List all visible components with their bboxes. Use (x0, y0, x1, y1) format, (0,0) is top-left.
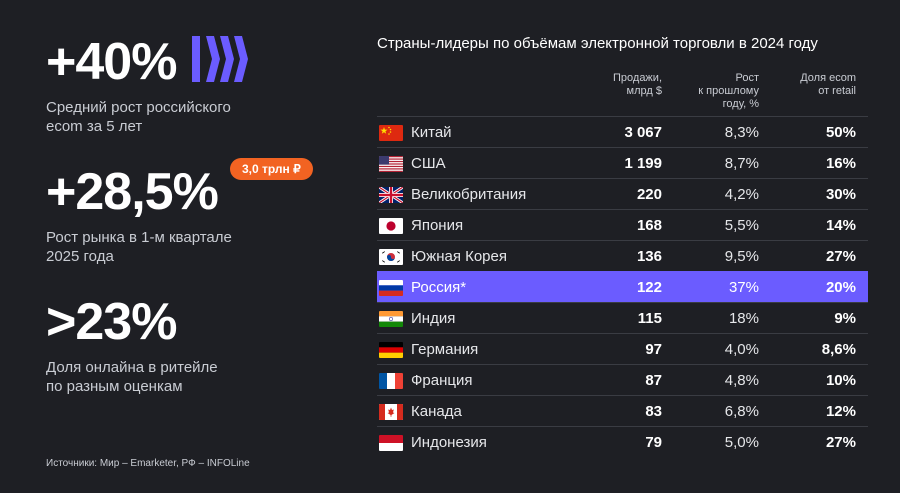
table-row: Франция 87 4,8% 10% (377, 364, 868, 395)
country-name: Канада (411, 403, 462, 420)
brand-stripes-logo-icon (192, 36, 248, 82)
header-share: Доля ecom от retail (766, 72, 856, 98)
country-name: Индонезия (411, 434, 487, 451)
sales-value: 136 (636, 248, 662, 265)
table-row: США 1 199 8,7% 16% (377, 147, 868, 178)
header-line: от retail (818, 85, 856, 97)
table-row: Индонезия 79 5,0% 27% (377, 426, 868, 457)
uk-flag-icon (379, 187, 403, 203)
stat-description: Доля онлайна в ритейле по разным оценкам (46, 358, 218, 396)
country-name: Россия* (411, 279, 467, 296)
stat-market-growth: +28,5% Рост рынка в 1-м квартале 2025 го… (46, 166, 232, 266)
sales-value: 83 (645, 403, 662, 420)
growth-value: 5,5% (724, 217, 759, 234)
stat-desc-line: Доля онлайна в ритейле (46, 359, 218, 376)
header-line: к прошлому (698, 85, 759, 97)
growth-value: 8,7% (724, 155, 759, 172)
country-name: Франция (411, 372, 473, 389)
share-value: 27% (825, 434, 856, 451)
sales-value: 220 (636, 186, 662, 203)
stat-description: Средний рост российского ecom за 5 лет (46, 98, 231, 136)
china-flag-icon (379, 125, 403, 141)
country-name: Южная Корея (411, 248, 507, 265)
japan-flag-icon (379, 218, 403, 234)
germany-flag-icon (379, 342, 403, 358)
table-title: Страны-лидеры по объёмам электронной тор… (377, 35, 818, 52)
table-row: Индия 115 18% 9% (377, 302, 868, 333)
share-value: 20% (825, 279, 856, 296)
sources-note: Источники: Мир – Emarketer, РФ – INFOLin… (46, 458, 250, 469)
growth-value: 4,0% (724, 341, 759, 358)
table-header: Продажи, млрд $ Рост к прошлому году, % … (377, 72, 868, 112)
usa-flag-icon (379, 156, 403, 172)
share-value: 14% (825, 217, 856, 234)
header-growth: Рост к прошлому году, % (669, 72, 759, 111)
south-korea-flag-icon (379, 249, 403, 265)
growth-value: 4,8% (724, 372, 759, 389)
table-row: Канада 83 6,8% 12% (377, 395, 868, 426)
table-row: Китай 3 067 8,3% 50% (377, 116, 868, 147)
country-name: Германия (411, 341, 479, 358)
country-name: США (411, 155, 446, 172)
country-name: Китай (411, 124, 452, 141)
header-line: Доля ecom (800, 72, 856, 84)
table-row: Великобритания 220 4,2% 30% (377, 178, 868, 209)
growth-value: 4,2% (724, 186, 759, 203)
table-body: Китай 3 067 8,3% 50% США 1 199 8,7% 16% Великобр… (377, 116, 868, 457)
sales-value: 79 (645, 434, 662, 451)
stat-value: +40% (46, 33, 177, 91)
volume-badge: 3,0 трлн ₽ (230, 158, 313, 180)
growth-value: 6,8% (724, 403, 759, 420)
share-value: 12% (825, 403, 856, 420)
stat-online-share: >23% Доля онлайна в ритейле по разным оц… (46, 296, 218, 396)
share-value: 8,6% (821, 341, 856, 358)
share-value: 30% (825, 186, 856, 203)
sales-value: 3 067 (624, 124, 662, 141)
table-row: Южная Корея 136 9,5% 27% (377, 240, 868, 271)
share-value: 10% (825, 372, 856, 389)
stat-description: Рост рынка в 1-м квартале 2025 года (46, 228, 232, 266)
indonesia-flag-icon (379, 435, 403, 451)
france-flag-icon (379, 373, 403, 389)
table-row: Германия 97 4,0% 8,6% (377, 333, 868, 364)
stat-desc-line: Рост рынка в 1-м квартале (46, 229, 232, 246)
sales-value: 122 (636, 279, 662, 296)
growth-value: 37% (728, 279, 759, 296)
stat-desc-line: по разным оценкам (46, 378, 183, 395)
header-line: году, % (722, 98, 759, 110)
stat-value: +28,5% (46, 163, 219, 221)
growth-value: 8,3% (724, 124, 759, 141)
country-name: Япония (411, 217, 464, 234)
sales-value: 168 (636, 217, 662, 234)
table-row: Япония 168 5,5% 14% (377, 209, 868, 240)
canada-flag-icon (379, 404, 403, 420)
header-sales: Продажи, млрд $ (572, 72, 662, 98)
india-flag-icon (379, 311, 403, 327)
russia-flag-icon (379, 280, 403, 296)
sales-value: 87 (645, 372, 662, 389)
sales-value: 1 199 (624, 155, 662, 172)
table-row: Россия* 122 37% 20% (377, 271, 868, 302)
growth-value: 18% (728, 310, 759, 327)
share-value: 16% (825, 155, 856, 172)
sales-value: 115 (637, 310, 662, 327)
sales-value: 97 (645, 341, 662, 358)
growth-value: 9,5% (724, 248, 759, 265)
header-line: Рост (735, 72, 759, 84)
header-line: млрд $ (626, 85, 662, 97)
share-value: 9% (834, 310, 856, 327)
stat-desc-line: 2025 года (46, 248, 114, 265)
share-value: 27% (825, 248, 856, 265)
header-line: Продажи, (613, 72, 662, 84)
country-name: Великобритания (411, 186, 527, 203)
country-name: Индия (411, 310, 456, 327)
stat-ecom-growth: +40% Средний рост российского ecom за 5 … (46, 36, 231, 136)
stat-value: >23% (46, 293, 177, 351)
stat-desc-line: Средний рост российского (46, 99, 231, 116)
share-value: 50% (825, 124, 856, 141)
stat-desc-line: ecom за 5 лет (46, 118, 143, 135)
growth-value: 5,0% (724, 434, 759, 451)
